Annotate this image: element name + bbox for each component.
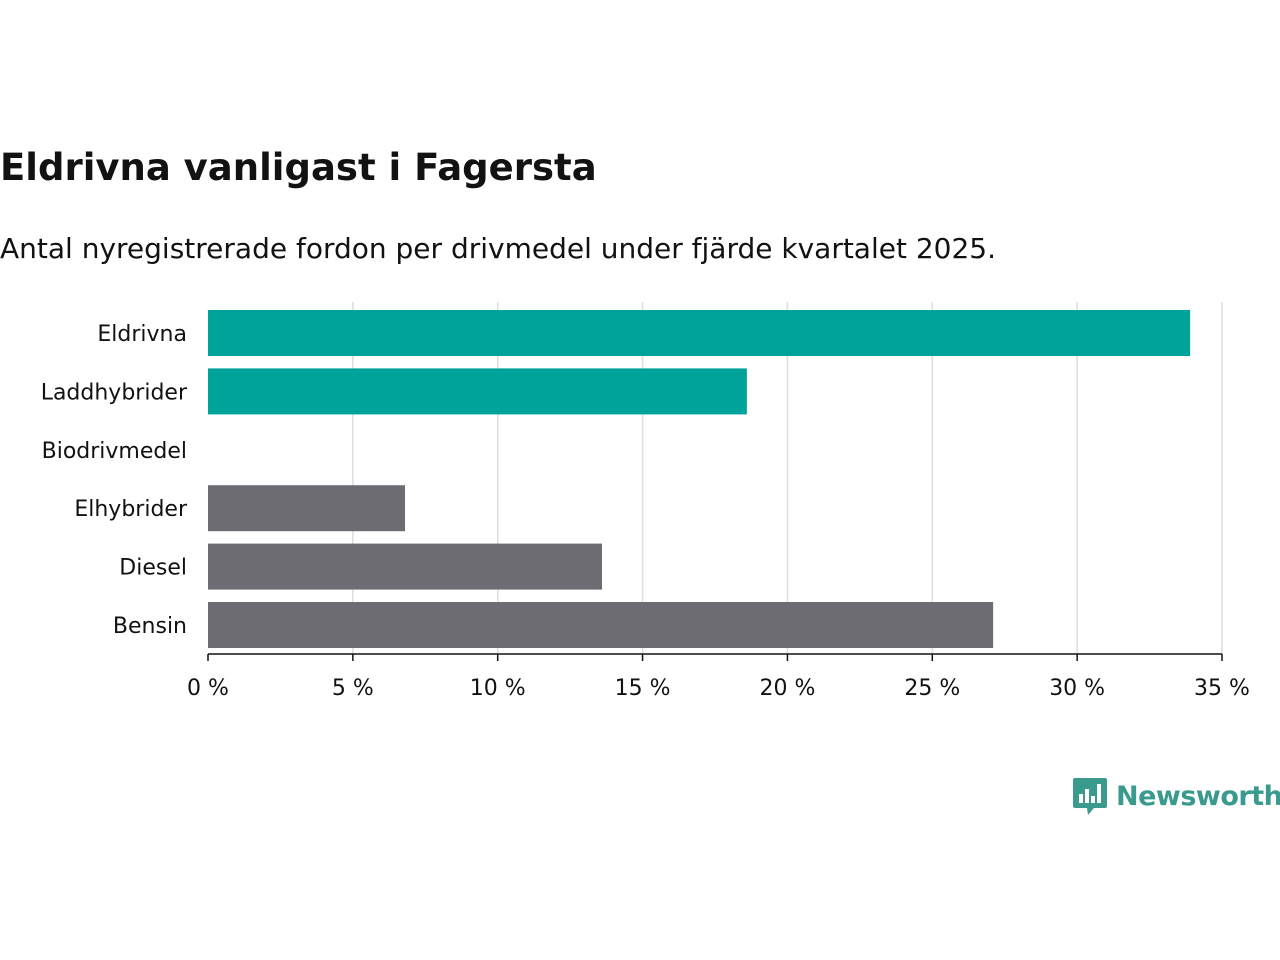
category-label: Elhybrider [74,497,188,522]
chart-title: Eldrivna vanligast i Fagersta [0,146,597,189]
bar-diesel [208,543,603,590]
x-tick-label: 25 % [904,676,960,701]
category-label: Diesel [119,556,187,581]
newsworthy-logo: Newsworthy [1072,776,1280,816]
bar-elhybrider [208,485,406,532]
logo-icon [1073,778,1107,815]
x-axis: 0 % 5 % 10 % 15 % 20 % 25 % 30 % 35 % [187,653,1250,701]
category-labels: Eldrivna Laddhybrider Biodrivmedel Elhybrid… [41,322,188,639]
grid-lines [352,302,1223,654]
bars [208,310,1191,648]
bar-bensin [208,602,994,648]
bar-eldrivna [208,310,1191,356]
bar-laddhybrider [208,368,747,415]
x-tick-label: 5 % [332,676,374,701]
bar-chart: 0 % 5 % 10 % 15 % 20 % 25 % 30 % 35 % Eldrivna L… [41,302,1250,701]
category-label: Bensin [113,614,187,639]
x-tick-label: 20 % [759,676,815,701]
chart-subtitle: Antal nyregistrerade fordon per drivmede… [0,232,997,265]
category-label: Eldrivna [97,322,187,347]
x-tick-label: 10 % [470,676,526,701]
x-tick-label: 35 % [1194,676,1250,701]
x-tick-label: 30 % [1049,676,1105,701]
category-label: Laddhybrider [41,380,188,405]
x-tick-label: 15 % [615,676,671,701]
logo-text: Newsworthy [1116,780,1280,812]
category-label: Biodrivmedel [42,439,187,464]
x-tick-label: 0 % [187,676,229,701]
